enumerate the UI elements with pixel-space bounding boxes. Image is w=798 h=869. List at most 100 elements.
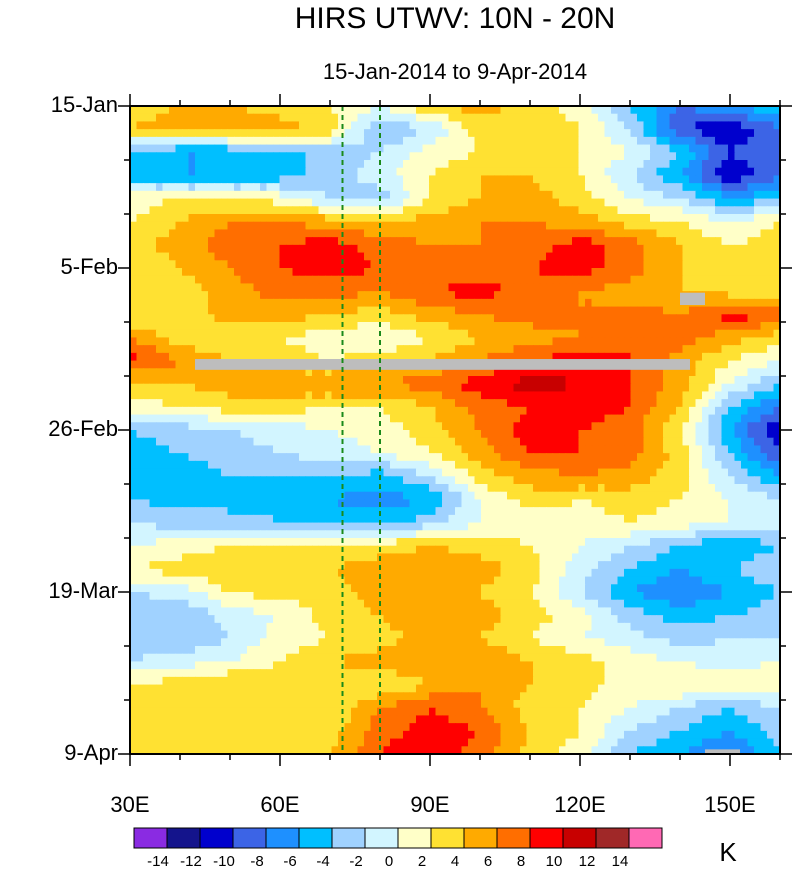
heatmap-cell (273, 275, 281, 285)
heatmap-cell (221, 183, 229, 192)
heatmap-cell (734, 275, 742, 285)
heatmap-cell (702, 160, 710, 169)
heatmap-cell (663, 453, 671, 462)
heatmap-cell (201, 484, 209, 493)
heatmap-cell (715, 468, 723, 477)
heatmap-cell (637, 291, 645, 300)
heatmap-cell (682, 106, 690, 115)
heatmap-cell (435, 414, 443, 423)
heatmap-cell (260, 430, 268, 439)
heatmap-cell (351, 484, 359, 493)
heatmap-cell (416, 368, 424, 377)
heatmap-cell (188, 113, 196, 123)
heatmap-cell (500, 198, 508, 207)
heatmap-cell (364, 183, 372, 192)
heatmap-cell (481, 314, 489, 323)
heatmap-cell (604, 414, 612, 423)
heatmap-cell (591, 399, 599, 408)
heatmap-cell (435, 106, 443, 115)
heatmap-cell (403, 136, 411, 146)
heatmap-cell (234, 391, 242, 400)
heatmap-cell (552, 275, 560, 285)
heatmap-cell (149, 136, 157, 146)
heatmap-cell (773, 306, 781, 315)
heatmap-cell (728, 167, 736, 177)
heatmap-cell (364, 306, 372, 315)
heatmap-cell (130, 437, 138, 447)
heatmap-cell (695, 260, 703, 269)
heatmap-cell (546, 144, 554, 153)
heatmap-cell (715, 437, 723, 447)
heatmap-cell (227, 383, 235, 393)
heatmap-cell (279, 121, 287, 130)
heatmap-cell (468, 291, 476, 300)
heatmap-cell (162, 383, 170, 393)
heatmap-cell (461, 484, 469, 493)
heatmap-cell (429, 121, 437, 130)
heatmap-cell (650, 198, 658, 207)
heatmap-cell (331, 221, 339, 231)
heatmap-cell (286, 437, 294, 447)
heatmap-cell (487, 152, 495, 161)
heatmap-cell (318, 190, 326, 200)
heatmap-cell (305, 314, 313, 323)
heatmap-cell (500, 106, 508, 115)
heatmap-cell (195, 260, 203, 269)
heatmap-cell (468, 476, 476, 485)
heatmap-cell (227, 229, 235, 238)
heatmap-cell (253, 260, 261, 269)
heatmap-cell (559, 430, 567, 439)
heatmap-cell (331, 468, 339, 477)
heatmap-cell (747, 484, 755, 493)
heatmap-cell (130, 406, 138, 416)
heatmap-cell (455, 214, 463, 223)
heatmap-cell (273, 283, 281, 292)
heatmap-cell (416, 167, 424, 177)
heatmap-cell (721, 337, 729, 346)
heatmap-cell (494, 368, 502, 377)
heatmap-cell (370, 206, 378, 215)
heatmap-cell (702, 237, 710, 246)
heatmap-cell (208, 453, 216, 462)
heatmap-cell (351, 198, 359, 207)
heatmap-cell (708, 175, 716, 184)
heatmap-cell (676, 121, 684, 130)
heatmap-cell (760, 121, 768, 130)
heatmap-cell (169, 190, 177, 200)
heatmap-cell (214, 453, 222, 462)
heatmap-cell (422, 214, 430, 223)
heatmap-cell (227, 391, 235, 400)
heatmap-cell (565, 314, 573, 323)
heatmap-cell (468, 275, 476, 285)
heatmap-cell (487, 430, 495, 439)
heatmap-cell (481, 183, 489, 192)
heatmap-cell (604, 144, 612, 153)
heatmap-cell (227, 399, 235, 408)
heatmap-cell (643, 160, 651, 169)
heatmap-cell (702, 376, 710, 385)
heatmap-cell (247, 214, 255, 223)
heatmap-cell (338, 190, 346, 200)
heatmap-cell (461, 437, 469, 447)
heatmap-cell (663, 198, 671, 207)
heatmap-cell (130, 314, 138, 323)
heatmap-cell (728, 391, 736, 400)
heatmap-cell (266, 275, 274, 285)
heatmap-cell (338, 144, 346, 153)
heatmap-cell (260, 376, 268, 385)
heatmap-cell (513, 275, 521, 285)
heatmap-cell (442, 252, 450, 261)
heatmap-cell (182, 244, 190, 254)
heatmap-cell (507, 229, 515, 238)
heatmap-cell (188, 198, 196, 207)
heatmap-cell (708, 229, 716, 238)
heatmap-cell (721, 298, 729, 308)
heatmap-cell (266, 237, 274, 246)
heatmap-cell (760, 260, 768, 269)
heatmap-cell (253, 453, 261, 462)
heatmap-cell (260, 468, 268, 477)
heatmap-cell (760, 214, 768, 223)
heatmap-cell (214, 252, 222, 261)
heatmap-cell (539, 484, 547, 493)
heatmap-cell (734, 152, 742, 161)
